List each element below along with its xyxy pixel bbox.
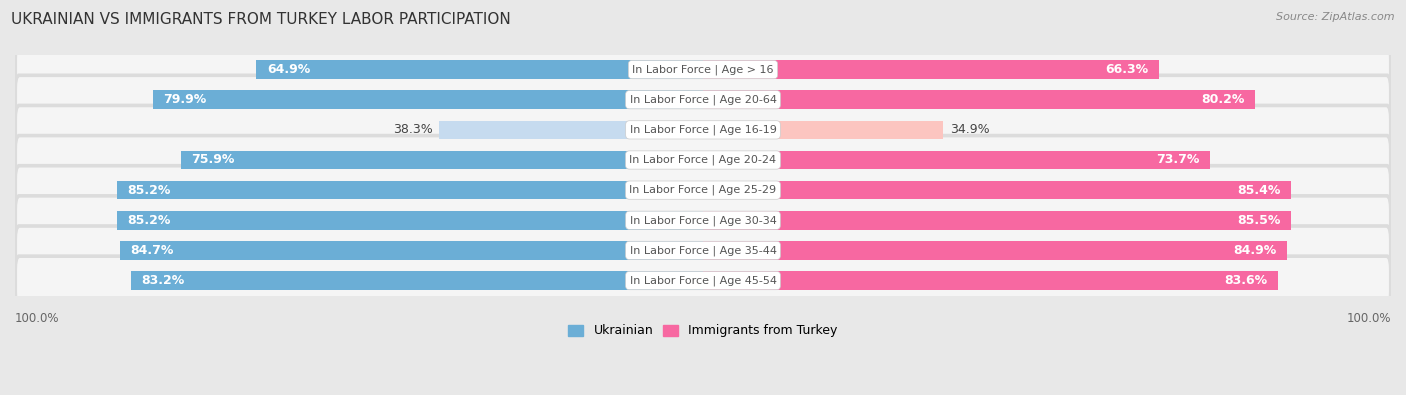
FancyBboxPatch shape	[17, 167, 1389, 213]
Text: 73.7%: 73.7%	[1156, 154, 1199, 167]
Text: 100.0%: 100.0%	[1347, 312, 1391, 325]
Bar	[703, 241, 1286, 260]
Text: In Labor Force | Age 25-29: In Labor Force | Age 25-29	[630, 185, 776, 196]
Text: 83.2%: 83.2%	[141, 274, 184, 287]
Text: In Labor Force | Age > 16: In Labor Force | Age > 16	[633, 64, 773, 75]
Text: In Labor Force | Age 35-44: In Labor Force | Age 35-44	[630, 245, 776, 256]
FancyBboxPatch shape	[17, 137, 1389, 182]
Text: 80.2%: 80.2%	[1201, 93, 1244, 106]
FancyBboxPatch shape	[15, 134, 1391, 186]
FancyBboxPatch shape	[15, 73, 1391, 126]
Text: In Labor Force | Age 16-19: In Labor Force | Age 16-19	[630, 124, 776, 135]
FancyBboxPatch shape	[15, 164, 1391, 216]
Text: 84.9%: 84.9%	[1233, 244, 1277, 257]
Text: UKRAINIAN VS IMMIGRANTS FROM TURKEY LABOR PARTICIPATION: UKRAINIAN VS IMMIGRANTS FROM TURKEY LABO…	[11, 12, 510, 27]
Bar	[256, 60, 703, 79]
Text: In Labor Force | Age 20-24: In Labor Force | Age 20-24	[630, 155, 776, 165]
Bar	[703, 271, 1278, 290]
Text: Source: ZipAtlas.com: Source: ZipAtlas.com	[1277, 12, 1395, 22]
Bar	[703, 120, 943, 139]
Bar	[153, 90, 703, 109]
FancyBboxPatch shape	[15, 254, 1391, 307]
Text: In Labor Force | Age 20-64: In Labor Force | Age 20-64	[630, 94, 776, 105]
Text: In Labor Force | Age 45-54: In Labor Force | Age 45-54	[630, 275, 776, 286]
Bar	[703, 211, 1291, 229]
Text: 85.2%: 85.2%	[127, 184, 170, 197]
FancyBboxPatch shape	[15, 224, 1391, 276]
FancyBboxPatch shape	[15, 103, 1391, 156]
FancyBboxPatch shape	[17, 77, 1389, 122]
Text: In Labor Force | Age 30-34: In Labor Force | Age 30-34	[630, 215, 776, 226]
Bar	[703, 150, 1211, 169]
Bar	[117, 211, 703, 229]
FancyBboxPatch shape	[17, 228, 1389, 273]
FancyBboxPatch shape	[17, 258, 1389, 303]
Text: 85.5%: 85.5%	[1237, 214, 1281, 227]
Bar	[703, 60, 1159, 79]
Text: 75.9%: 75.9%	[191, 154, 235, 167]
Text: 79.9%: 79.9%	[163, 93, 207, 106]
Text: 85.4%: 85.4%	[1237, 184, 1281, 197]
Bar	[181, 150, 703, 169]
Text: 83.6%: 83.6%	[1225, 274, 1268, 287]
Text: 34.9%: 34.9%	[950, 123, 990, 136]
Bar	[703, 181, 1291, 199]
FancyBboxPatch shape	[15, 43, 1391, 96]
Legend: Ukrainian, Immigrants from Turkey: Ukrainian, Immigrants from Turkey	[564, 320, 842, 342]
Text: 64.9%: 64.9%	[267, 63, 311, 76]
FancyBboxPatch shape	[17, 107, 1389, 152]
Text: 38.3%: 38.3%	[392, 123, 433, 136]
FancyBboxPatch shape	[17, 47, 1389, 92]
FancyBboxPatch shape	[15, 194, 1391, 246]
FancyBboxPatch shape	[17, 198, 1389, 243]
Text: 84.7%: 84.7%	[131, 244, 174, 257]
Bar	[703, 90, 1254, 109]
Bar	[121, 241, 703, 260]
Bar	[131, 271, 703, 290]
Bar	[440, 120, 703, 139]
Bar	[117, 181, 703, 199]
Text: 66.3%: 66.3%	[1105, 63, 1149, 76]
Text: 85.2%: 85.2%	[127, 214, 170, 227]
Text: 100.0%: 100.0%	[15, 312, 59, 325]
